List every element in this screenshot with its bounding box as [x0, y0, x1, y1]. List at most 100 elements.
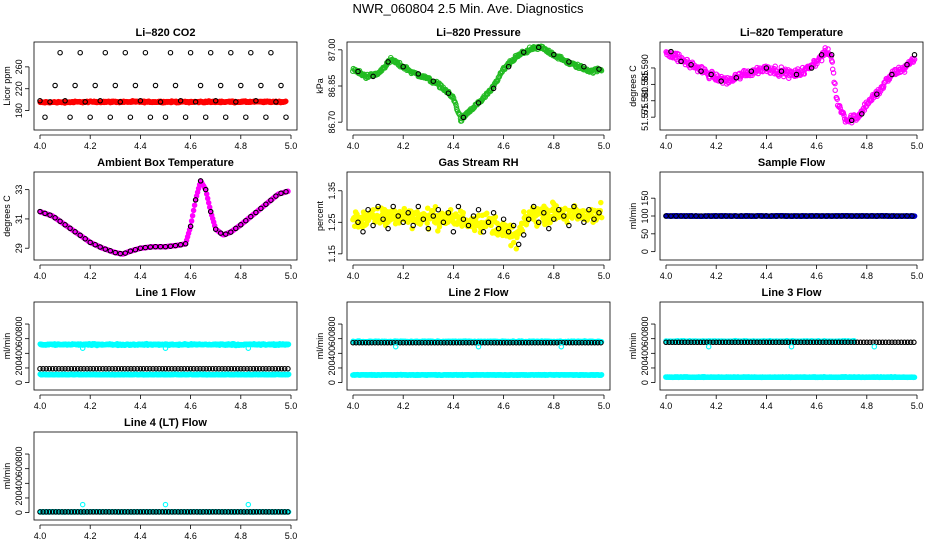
series-line1-sparse [37, 365, 291, 372]
x-axis: 4.0 4.2 4.4 4.6 4.8 5.0 [660, 394, 924, 411]
x-tick-label: 4.0 [34, 271, 47, 281]
y-tick-label: 800 [640, 317, 650, 332]
data-point [268, 49, 274, 56]
x-tick-label: 4.2 [397, 271, 410, 281]
data-point [97, 98, 103, 104]
x-tick-label: 4.0 [347, 401, 360, 411]
chart-title: Ambient Box Temperature [97, 157, 234, 169]
data-point [188, 218, 195, 224]
x-tick-label: 4.2 [710, 141, 723, 151]
data-point [77, 49, 83, 56]
x-tick-label: 4.2 [710, 401, 723, 411]
data-point [390, 203, 396, 210]
data-point [285, 341, 292, 348]
y-tick-label: 33 [14, 185, 24, 195]
data-point [243, 114, 249, 120]
x-tick-label: 5.0 [598, 141, 611, 151]
data-point [598, 214, 605, 221]
series-line3-lower [663, 374, 918, 381]
data-point [177, 98, 184, 104]
y-tick-label: 1.25 [327, 214, 337, 232]
y-axis-label: degrees C [2, 195, 12, 237]
data-point [490, 210, 497, 216]
data-point [122, 49, 129, 56]
y-axis-label: ml/min [2, 333, 12, 360]
data-point [197, 82, 204, 89]
x-tick-label: 4.2 [397, 141, 410, 151]
x-tick-label: 5.0 [911, 401, 924, 411]
chart-title: Sample Flow [758, 157, 826, 169]
data-point [87, 114, 93, 120]
x-tick-label: 5.0 [285, 401, 298, 411]
data-point [92, 82, 98, 89]
y-axis-label: ml/min [628, 333, 638, 360]
y-tick-label: 86.85 [327, 75, 337, 98]
y-tick-label: 800 [14, 317, 24, 332]
y-tick-label: 0 [640, 380, 650, 385]
data-point [127, 114, 134, 120]
data-point [37, 98, 43, 104]
y-tick-label: 180 [14, 103, 24, 118]
x-tick-label: 5.0 [598, 401, 611, 411]
data-point [189, 212, 196, 219]
data-point [187, 49, 194, 56]
series-temp-dense [663, 45, 918, 126]
chart-title: Li–820 Temperature [740, 27, 843, 39]
x-tick-label: 4.2 [84, 271, 97, 281]
y-tick-label: 200 [327, 360, 337, 375]
data-point [500, 216, 507, 222]
y-tick-label: 87.00 [327, 39, 337, 62]
x-axis: 4.0 4.2 4.4 4.6 4.8 5.0 [660, 134, 923, 151]
x-tick-label: 4.8 [235, 141, 248, 151]
data-point [205, 200, 212, 206]
data-point [206, 204, 213, 210]
y-axis-label: ml/min [315, 333, 325, 360]
series-co2-sparse [37, 49, 289, 120]
x-tick-label: 4.4 [760, 271, 773, 281]
x-tick-label: 4.8 [861, 401, 874, 411]
data-point [152, 82, 159, 89]
x-tick-label: 4.6 [810, 141, 823, 151]
data-point [167, 49, 174, 56]
data-point [515, 241, 522, 248]
x-tick-label: 4.0 [34, 141, 47, 151]
data-point [424, 220, 430, 226]
x-tick-label: 4.4 [134, 401, 147, 411]
x-tick-label: 4.2 [84, 401, 97, 411]
data-point [598, 371, 605, 378]
y-axis-label: kPa [315, 78, 325, 94]
x-tick-label: 4.2 [84, 141, 97, 151]
data-point [62, 98, 68, 104]
x-axis: 4.0 4.2 4.4 4.6 4.8 5.0 [347, 134, 611, 151]
x-tick-label: 4.6 [497, 141, 510, 151]
series-pressure-dense [350, 43, 605, 124]
series-line1-lower [37, 371, 292, 378]
data-point [285, 371, 292, 378]
y-tick-label: 800 [327, 317, 337, 332]
data-point [475, 206, 482, 213]
data-point [521, 209, 527, 215]
chart-panel-5: Gas Stream RH4.0 4.2 4.4 4.6 4.8 5.01.151.251… [315, 157, 611, 281]
data-point [182, 114, 189, 120]
x-axis: 4.0 4.2 4.4 4.6 4.8 5.0 [34, 134, 297, 151]
data-point [52, 82, 58, 89]
data-point [212, 98, 219, 104]
y-tick-label: 150 [640, 191, 650, 206]
data-point [42, 114, 48, 120]
data-point [278, 82, 284, 89]
data-point [82, 99, 88, 105]
x-tick-label: 4.6 [497, 401, 510, 411]
x-tick-label: 4.8 [548, 401, 561, 411]
data-point [484, 210, 490, 217]
x-tick-label: 4.4 [134, 141, 147, 151]
data-point [142, 49, 149, 56]
x-tick-label: 5.0 [911, 271, 924, 281]
y-axis-label: Licor ppm [2, 66, 12, 106]
